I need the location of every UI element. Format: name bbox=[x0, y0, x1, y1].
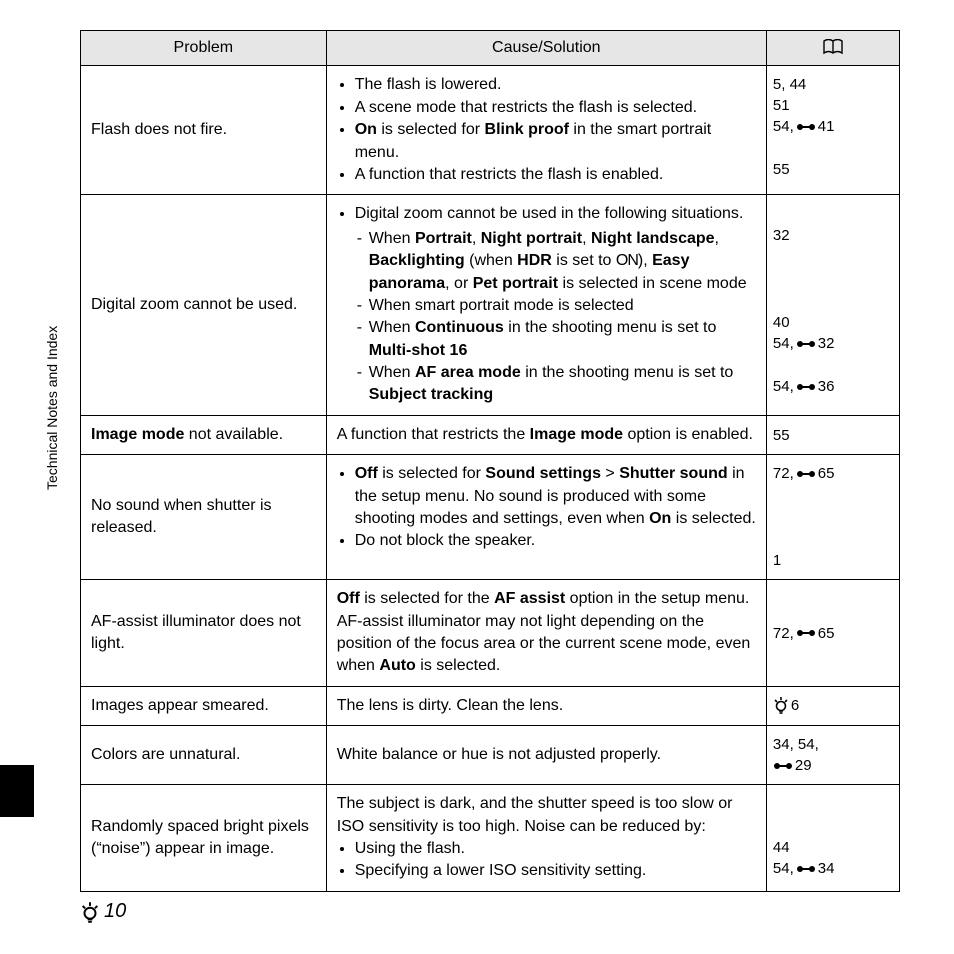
bullet-item: The flash is lowered. bbox=[355, 74, 756, 96]
dash-item: When Portrait, Night portrait, Night lan… bbox=[369, 228, 756, 295]
table-row: Colors are unnatural. White balance or h… bbox=[81, 726, 900, 785]
reference-cell: 5, 44 51 54, 41 55 bbox=[766, 66, 899, 195]
reference-cell: 72, 65 bbox=[766, 580, 899, 687]
ref-line: 34, 54, bbox=[773, 734, 893, 755]
header-problem: Problem bbox=[81, 31, 327, 66]
dash-item: When AF area mode in the shooting menu i… bbox=[369, 362, 756, 407]
table-row: AF-assist illuminator does not light. Of… bbox=[81, 580, 900, 687]
bullet-item: On is selected for Blink proof in the sm… bbox=[355, 119, 756, 164]
header-cause: Cause/Solution bbox=[326, 31, 766, 66]
link-icon bbox=[796, 121, 816, 133]
link-icon bbox=[773, 760, 793, 772]
link-icon bbox=[796, 863, 816, 875]
ref-line: 54, 32 bbox=[773, 333, 893, 354]
problem-cell: Colors are unnatural. bbox=[81, 726, 327, 785]
problem-cell: Flash does not fire. bbox=[81, 66, 327, 195]
link-icon bbox=[796, 468, 816, 480]
reference-cell: 44 54, 34 bbox=[766, 785, 899, 892]
dash-item: When smart portrait mode is selected bbox=[369, 295, 756, 317]
ref-line: 5, 44 bbox=[773, 74, 893, 95]
link-icon bbox=[796, 381, 816, 393]
bullet-item: Using the flash. bbox=[355, 838, 756, 860]
problem-cell: AF-assist illuminator does not light. bbox=[81, 580, 327, 687]
table-row: Images appear smeared. The lens is dirty… bbox=[81, 686, 900, 725]
header-reference bbox=[766, 31, 899, 66]
link-icon bbox=[796, 338, 816, 350]
bullet-item: Digital zoom cannot be used in the follo… bbox=[355, 203, 756, 407]
problem-cell: Image mode not available. bbox=[81, 415, 327, 454]
problem-cell: Images appear smeared. bbox=[81, 686, 327, 725]
reference-cell: 55 bbox=[766, 415, 899, 454]
ref-line: 51 bbox=[773, 95, 893, 116]
reference-cell: 34, 54, 29 bbox=[766, 726, 899, 785]
table-row: Image mode not available. A function tha… bbox=[81, 415, 900, 454]
page-number: 10 bbox=[104, 900, 126, 923]
table-header-row: Problem Cause/Solution bbox=[81, 31, 900, 66]
ref-line: 29 bbox=[773, 755, 893, 776]
cause-cell: Digital zoom cannot be used in the follo… bbox=[326, 195, 766, 416]
cause-cell: A function that restricts the Image mode… bbox=[326, 415, 766, 454]
book-icon bbox=[822, 39, 844, 55]
ref-line: 54, 36 bbox=[773, 376, 893, 397]
problem-cell: No sound when shutter is released. bbox=[81, 455, 327, 580]
reference-cell: 32 40 54, 32 54, 36 bbox=[766, 195, 899, 416]
bullet-item: Specifying a lower ISO sensitivity setti… bbox=[355, 860, 756, 882]
dash-item: When Continuous in the shooting menu is … bbox=[369, 317, 756, 362]
bullet-item: Do not block the speaker. bbox=[355, 530, 756, 552]
page-footer: 10 bbox=[80, 900, 126, 923]
ref-line: 44 bbox=[773, 837, 893, 858]
section-tab-text: Technical Notes and Index bbox=[44, 326, 60, 490]
reference-cell: 6 bbox=[766, 686, 899, 725]
ref-line: 72, 65 bbox=[773, 623, 893, 644]
bulb-icon bbox=[80, 901, 100, 923]
table-row: No sound when shutter is released. Off i… bbox=[81, 455, 900, 580]
bullet-item: A function that restricts the flash is e… bbox=[355, 164, 756, 186]
ref-line: 6 bbox=[773, 695, 893, 716]
problem-cell: Randomly spaced bright pixels (“noise”) … bbox=[81, 785, 327, 892]
table-row: Randomly spaced bright pixels (“noise”) … bbox=[81, 785, 900, 892]
cause-text: The subject is dark, and the shutter spe… bbox=[337, 793, 756, 838]
ref-line: 55 bbox=[773, 159, 893, 180]
ref-line: 1 bbox=[773, 550, 893, 571]
ref-line: 54, 34 bbox=[773, 858, 893, 879]
bullet-item: A scene mode that restricts the flash is… bbox=[355, 97, 756, 119]
ref-line: 32 bbox=[773, 225, 893, 246]
cause-cell: The flash is lowered. A scene mode that … bbox=[326, 66, 766, 195]
table-row: Flash does not fire. The flash is lowere… bbox=[81, 66, 900, 195]
cause-cell: White balance or hue is not adjusted pro… bbox=[326, 726, 766, 785]
bulb-icon bbox=[773, 696, 789, 714]
ref-line: 72, 65 bbox=[773, 463, 893, 484]
reference-cell: 72, 65 1 bbox=[766, 455, 899, 580]
ref-line: 40 bbox=[773, 312, 893, 333]
cause-cell: The lens is dirty. Clean the lens. bbox=[326, 686, 766, 725]
section-tab-marker bbox=[0, 765, 34, 817]
cause-cell: The subject is dark, and the shutter spe… bbox=[326, 785, 766, 892]
troubleshooting-table: Problem Cause/Solution Flash does not fi… bbox=[80, 30, 900, 892]
link-icon bbox=[796, 627, 816, 639]
cause-cell: Off is selected for the AF assist option… bbox=[326, 580, 766, 687]
cause-cell: Off is selected for Sound settings > Shu… bbox=[326, 455, 766, 580]
bullet-item: Off is selected for Sound settings > Shu… bbox=[355, 463, 756, 530]
page-content: Problem Cause/Solution Flash does not fi… bbox=[80, 30, 900, 892]
problem-cell: Digital zoom cannot be used. bbox=[81, 195, 327, 416]
ref-line: 54, 41 bbox=[773, 116, 893, 137]
table-row: Digital zoom cannot be used. Digital zoo… bbox=[81, 195, 900, 416]
